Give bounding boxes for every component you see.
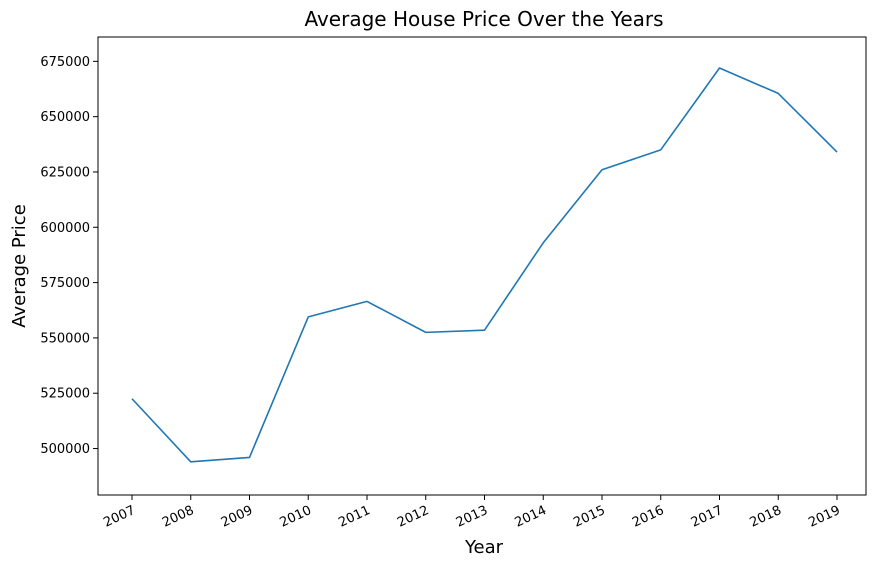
y-tick-label: 650000 bbox=[40, 110, 90, 125]
x-tick-label: 2012 bbox=[395, 503, 431, 531]
x-tick-label: 2013 bbox=[454, 503, 490, 531]
x-tick-label: 2016 bbox=[630, 503, 666, 531]
x-axis-ticks: 2007 2008 2009 2010 2011 2012 2013 2014 2015 2016… bbox=[101, 495, 843, 531]
x-tick-label: 2019 bbox=[806, 503, 842, 531]
y-axis-ticks: 500000 525000 550000 575000 600000 625000 6500… bbox=[40, 55, 98, 457]
x-axis-label: Year bbox=[464, 537, 504, 558]
y-tick-label: 575000 bbox=[40, 276, 90, 291]
y-tick-label: 500000 bbox=[40, 442, 90, 457]
series-layer bbox=[131, 67, 838, 463]
chart-title: Average House Price Over the Years bbox=[304, 7, 663, 31]
x-tick-label: 2017 bbox=[689, 503, 725, 531]
y-tick-label: 600000 bbox=[40, 221, 90, 236]
x-tick-label: 2008 bbox=[160, 503, 196, 531]
x-tick-label: 2015 bbox=[571, 503, 607, 531]
x-tick-label: 2010 bbox=[278, 503, 314, 531]
y-tick-label: 525000 bbox=[40, 387, 90, 402]
y-tick-label: 625000 bbox=[40, 165, 90, 180]
x-tick-label: 2009 bbox=[219, 503, 255, 531]
plot-frame bbox=[97, 36, 867, 496]
x-tick-label: 2007 bbox=[101, 503, 137, 531]
series-line bbox=[131, 67, 838, 463]
x-tick-label: 2014 bbox=[513, 503, 549, 531]
y-axis-label: Average Price bbox=[9, 204, 30, 328]
x-tick-label: 2011 bbox=[336, 503, 372, 531]
y-tick-label: 550000 bbox=[40, 331, 90, 346]
x-tick-label: 2018 bbox=[748, 503, 784, 531]
y-tick-label: 675000 bbox=[40, 55, 90, 70]
